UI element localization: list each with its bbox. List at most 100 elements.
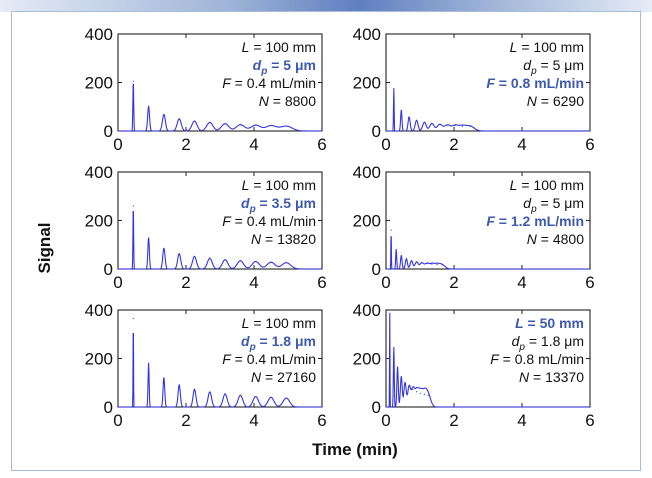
- y-tick-label: 400: [353, 25, 381, 44]
- peak-point: [132, 317, 134, 320]
- x-tick-label: 4: [249, 273, 258, 292]
- peak-point: [224, 123, 226, 125]
- y-tick-label: 400: [85, 301, 113, 320]
- peak-point: [285, 397, 287, 399]
- annotation-dp: dp = 3.5 μm: [241, 195, 316, 215]
- peak-point: [427, 394, 429, 396]
- x-tick-label: 2: [449, 273, 458, 292]
- peak-point: [285, 262, 287, 264]
- peak-point: [419, 392, 421, 394]
- annotation-f: F = 1.2 mL/min: [486, 213, 584, 229]
- y-tick-label: 200: [353, 212, 381, 231]
- peak-point: [239, 394, 241, 396]
- x-tick-label: 6: [317, 411, 326, 430]
- peak-point: [178, 384, 180, 386]
- y-tick-label: 200: [85, 74, 113, 93]
- signal-trace: [118, 83, 322, 132]
- signal-trace: [386, 312, 590, 408]
- annotation-dp: dp = 1.8 μm: [512, 333, 584, 353]
- peak-point: [224, 393, 226, 395]
- x-tick-label: 6: [585, 273, 594, 292]
- annotation-f: F = 0.4 mL/min: [222, 75, 316, 91]
- annotation-f: F = 0.4 mL/min: [222, 351, 316, 367]
- x-tick-label: 2: [449, 411, 458, 430]
- signal-trace: [118, 210, 322, 270]
- peak-point: [270, 396, 272, 398]
- peak-point: [405, 258, 407, 260]
- peak-point: [436, 264, 438, 266]
- x-tick-label: 4: [517, 411, 526, 430]
- x-tick-label: 2: [449, 135, 458, 154]
- annotation-dp: dp = 1.8 μm: [241, 333, 316, 353]
- signal-trace: [386, 236, 590, 270]
- chart-panel-bottom-left: 0 2 4 6 0 200 400 L = 100 mm dp = 1.8 μmF = 0.4 …: [85, 301, 327, 430]
- y-tick-label: 200: [85, 350, 113, 369]
- peak-point: [423, 121, 426, 123]
- peak-point: [209, 257, 211, 259]
- annotation-f: F = 0.8 mL/min: [486, 75, 584, 91]
- x-tick-label: 6: [585, 135, 594, 154]
- peak-point: [193, 120, 196, 122]
- peak-point: [390, 229, 392, 231]
- peak-point: [148, 362, 150, 364]
- peak-point: [439, 123, 441, 126]
- peak-point: [441, 264, 443, 266]
- x-tick-label: 0: [381, 411, 390, 430]
- peak-point: [239, 260, 241, 262]
- peak-point: [446, 124, 448, 126]
- y-tick-label: 0: [372, 260, 381, 279]
- annotation-l: L = 50 mm: [515, 315, 584, 331]
- peak-point: [285, 125, 287, 127]
- annotation-f: F = 0.8 mL/min: [490, 351, 584, 367]
- y-tick-label: 200: [353, 74, 381, 93]
- peak-point: [193, 388, 196, 390]
- y-tick-label: 0: [104, 122, 113, 141]
- annotation-l: L = 100 mm: [242, 315, 316, 331]
- chart-panel-top-right: 0 2 4 6 0 200 400 L = 100 mm dp = 5 μmF = 0.8 mL…: [353, 25, 595, 154]
- y-tick-label: 200: [85, 212, 113, 231]
- x-tick-label: 4: [249, 411, 258, 430]
- x-tick-label: 6: [317, 273, 326, 292]
- annotation-n: N = 6290: [527, 93, 584, 109]
- signal-trace: [386, 89, 590, 132]
- annotation-n: N = 13820: [251, 231, 316, 247]
- x-tick-label: 2: [181, 411, 190, 430]
- peak-point: [410, 260, 413, 262]
- annotation-n: N = 8800: [259, 93, 316, 109]
- annotation-l: L = 100 mm: [510, 177, 584, 193]
- y-tick-label: 400: [85, 163, 113, 182]
- peak-point: [163, 377, 165, 379]
- annotation-dp: dp = 5 μm: [523, 195, 584, 215]
- peak-point: [400, 109, 402, 111]
- annotation-f: F = 0.4 mL/min: [222, 213, 316, 229]
- x-tick-label: 4: [517, 273, 526, 292]
- chart-panel-middle-left: 0 2 4 6 0 200 400 L = 100 mm dp = 3.5 μmF = 0.4 …: [85, 163, 327, 292]
- x-tick-label: 6: [317, 135, 326, 154]
- peak-point: [396, 366, 399, 368]
- peak-point: [132, 205, 134, 207]
- x-tick-label: 0: [113, 135, 122, 154]
- peak-point: [400, 376, 402, 378]
- x-tick-label: 0: [381, 273, 390, 292]
- y-tick-label: 0: [104, 398, 113, 417]
- peak-point: [408, 116, 410, 118]
- peak-point: [416, 261, 418, 263]
- peak-point: [426, 263, 428, 265]
- peak-point: [163, 247, 165, 249]
- peak-point: [404, 382, 406, 384]
- annotation-n: N = 27160: [251, 369, 316, 385]
- x-tick-label: 0: [113, 411, 122, 430]
- figure-frame: [11, 11, 641, 471]
- peak-point: [421, 262, 423, 264]
- peak-point: [400, 255, 402, 257]
- page-top-bar: [0, 0, 652, 12]
- peak-point: [454, 125, 456, 127]
- annotation-l: L = 100 mm: [242, 177, 316, 193]
- peak-point: [423, 393, 426, 395]
- x-tick-label: 2: [181, 273, 190, 292]
- peak-point: [132, 80, 134, 82]
- peak-point: [239, 124, 241, 126]
- peak-point: [255, 260, 257, 263]
- annotation-dp: dp = 5 μm: [253, 57, 316, 77]
- y-tick-label: 200: [353, 350, 381, 369]
